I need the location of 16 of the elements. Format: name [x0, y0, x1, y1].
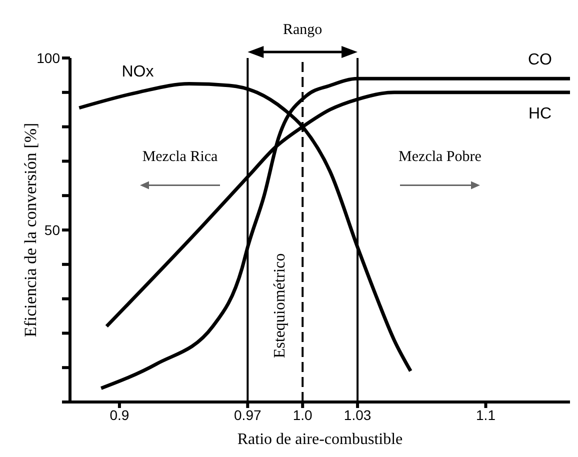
x-axis-title: Ratio de aire-combustible [237, 431, 403, 448]
annotation: Mezcla Pobre [398, 149, 482, 166]
annotation: Mezcla Rica [142, 149, 218, 166]
y-tick-label: 50 [44, 222, 60, 238]
y-tick-label: 100 [36, 50, 60, 66]
y-axis-title: Eficiencia de la conversión [%] [21, 122, 40, 338]
x-tick-label: 1.03 [344, 406, 372, 423]
series-label: NOx [122, 63, 154, 80]
x-tick-label: 1.0 [292, 406, 313, 423]
x-tick-label: 0.9 [110, 406, 130, 423]
x-tick-label: 1.1 [476, 406, 496, 423]
series-label: CO [528, 52, 552, 69]
x-tick-label: 0.97 [234, 406, 262, 423]
text: Rango [283, 22, 322, 38]
series-label: HC [528, 105, 552, 122]
ref-line-label: Estequiométrico [271, 253, 288, 358]
